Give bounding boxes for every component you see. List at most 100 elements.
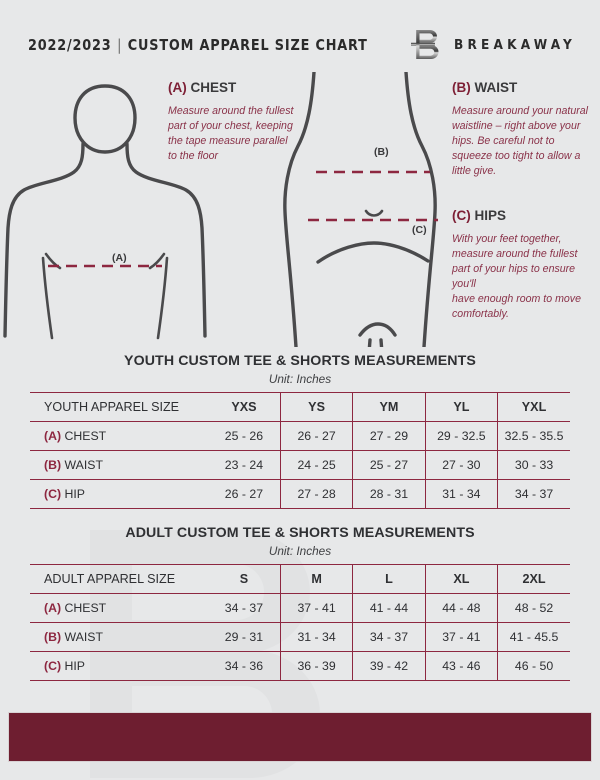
youth-row-2-val-2: 28 - 31 bbox=[352, 479, 426, 509]
header-title-group: 2022/2023 | CUSTOM APPAREL SIZE CHART bbox=[28, 36, 368, 54]
adult-row-0-name: CHEST bbox=[64, 601, 107, 615]
youth-row-1-val-0: 23 - 24 bbox=[208, 450, 281, 480]
adult-row-1-label: (B) WAIST bbox=[30, 622, 208, 652]
note-hips-title: (C) HIPS bbox=[452, 208, 594, 223]
note-chest-tag: (A) bbox=[168, 80, 187, 95]
adult-row-1-val-0: 29 - 31 bbox=[208, 622, 281, 652]
brand-name: BREAKAWAY bbox=[453, 37, 576, 53]
note-hips-body: With your feet together, measure around … bbox=[452, 233, 581, 321]
adult-row-0-val-2: 41 - 44 bbox=[352, 593, 426, 623]
youth-table-unit: Unit: Inches bbox=[268, 372, 332, 386]
brand-lockup: BREAKAWAY bbox=[410, 28, 576, 62]
youth-row-1-val-2: 25 - 27 bbox=[352, 450, 426, 480]
measurement-illustrations: (A) (B) (C) (A) CHEST Measure around the… bbox=[0, 72, 600, 347]
adult-size-label: ADULT APPAREL SIZE bbox=[30, 564, 208, 594]
youth-row-0-name: CHEST bbox=[64, 429, 107, 443]
note-hips-tag: (C) bbox=[452, 208, 471, 223]
youth-row-2-name: HIP bbox=[64, 487, 86, 501]
youth-size-section: YOUTH CUSTOM TEE & SHORTS MEASUREMENTS U… bbox=[30, 353, 570, 509]
adult-table-title: ADULT CUSTOM TEE & SHORTS MEASUREMENTS bbox=[125, 525, 475, 541]
note-hips: (C) HIPS With your feet together, measur… bbox=[452, 208, 594, 322]
footer-bar bbox=[8, 712, 592, 762]
adult-table-unit: Unit: Inches bbox=[268, 544, 332, 558]
youth-row-2-tag: (C) bbox=[44, 487, 62, 501]
adult-row-0-val-3: 44 - 48 bbox=[425, 593, 499, 623]
youth-size-col-0: YXS bbox=[208, 392, 281, 422]
youth-table-title: YOUTH CUSTOM TEE & SHORTS MEASUREMENTS bbox=[124, 353, 476, 369]
table-row: (B) WAIST 23 - 24 24 - 25 25 - 27 27 - 3… bbox=[30, 450, 570, 480]
adult-row-2-label: (C) HIP bbox=[30, 651, 208, 681]
note-waist-title: (B) WAIST bbox=[452, 80, 592, 95]
breakaway-b-logo-icon bbox=[410, 30, 439, 59]
adult-size-col-2: L bbox=[352, 564, 426, 594]
youth-row-1-val-1: 24 - 25 bbox=[280, 450, 354, 480]
note-hips-name: HIPS bbox=[474, 208, 507, 223]
youth-row-0-label: (A) CHEST bbox=[30, 421, 208, 451]
youth-row-1-label: (B) WAIST bbox=[30, 450, 208, 480]
youth-row-1-val-3: 27 - 30 bbox=[425, 450, 499, 480]
adult-row-2-val-4: 46 - 50 bbox=[497, 651, 570, 681]
page-header: 2022/2023 | CUSTOM APPAREL SIZE CHART BREA… bbox=[0, 28, 600, 62]
adult-row-1-val-1: 31 - 34 bbox=[280, 622, 354, 652]
adult-size-col-3: XL bbox=[425, 564, 499, 594]
adult-row-1-val-3: 37 - 41 bbox=[425, 622, 499, 652]
youth-row-0-val-3: 29 - 32.5 bbox=[425, 421, 499, 451]
adult-size-table: ADULT APPAREL SIZE S M L XL 2XL (A) CHES… bbox=[30, 564, 570, 681]
header-year: 2022/2023 bbox=[28, 36, 112, 54]
youth-row-1-val-4: 30 - 33 bbox=[497, 450, 570, 480]
waist-line-label: (B) bbox=[374, 146, 389, 158]
adult-header-row: ADULT APPAREL SIZE S M L XL 2XL bbox=[30, 564, 570, 594]
lower-body-figure bbox=[283, 72, 437, 347]
youth-size-col-2: YM bbox=[352, 392, 426, 422]
table-row: (C) HIP 26 - 27 27 - 28 28 - 31 31 - 34 … bbox=[30, 479, 570, 509]
adult-size-col-0: S bbox=[208, 564, 281, 594]
adult-row-2-val-2: 39 - 42 bbox=[352, 651, 426, 681]
youth-row-0-val-0: 25 - 26 bbox=[208, 421, 281, 451]
youth-row-0-tag: (A) bbox=[44, 429, 62, 443]
navel-mark bbox=[364, 209, 384, 217]
table-row: (A) CHEST 34 - 37 37 - 41 41 - 44 44 - 4… bbox=[30, 593, 570, 623]
adult-row-1-val-4: 41 - 45.5 bbox=[497, 622, 570, 652]
adult-row-2-tag: (C) bbox=[44, 659, 62, 673]
adult-row-1-name: WAIST bbox=[64, 630, 103, 644]
adult-row-0-val-1: 37 - 41 bbox=[280, 593, 354, 623]
body-figures-svg bbox=[3, 72, 438, 347]
note-waist-tag: (B) bbox=[452, 80, 471, 95]
youth-row-0-val-1: 26 - 27 bbox=[280, 421, 354, 451]
youth-size-col-3: YL bbox=[425, 392, 499, 422]
note-chest: (A) CHEST Measure around the fullest par… bbox=[168, 80, 296, 164]
page-title: CUSTOM APPAREL SIZE CHART bbox=[127, 36, 368, 54]
hip-line-label: (C) bbox=[412, 224, 427, 236]
note-waist-name: WAIST bbox=[474, 80, 518, 95]
youth-row-0-val-4: 32.5 - 35.5 bbox=[497, 421, 570, 451]
torso-figure bbox=[3, 84, 207, 338]
table-row: (B) WAIST 29 - 31 31 - 34 34 - 37 37 - 4… bbox=[30, 622, 570, 652]
youth-row-1-tag: (B) bbox=[44, 458, 62, 472]
youth-size-label: YOUTH APPAREL SIZE bbox=[30, 392, 208, 422]
adult-row-0-label: (A) CHEST bbox=[30, 593, 208, 623]
adult-row-1-tag: (B) bbox=[44, 630, 62, 644]
adult-row-0-val-0: 34 - 37 bbox=[208, 593, 281, 623]
youth-row-0-val-2: 27 - 29 bbox=[352, 421, 426, 451]
note-waist: (B) WAIST Measure around your natural wa… bbox=[452, 80, 592, 179]
youth-header-row: YOUTH APPAREL SIZE YXS YS YM YL YXL bbox=[30, 392, 570, 422]
adult-row-2-name: HIP bbox=[64, 659, 86, 673]
youth-row-2-label: (C) HIP bbox=[30, 479, 208, 509]
adult-size-section: ADULT CUSTOM TEE & SHORTS MEASUREMENTS U… bbox=[30, 525, 570, 681]
adult-row-2-val-3: 43 - 46 bbox=[425, 651, 499, 681]
adult-row-0-val-4: 48 - 52 bbox=[497, 593, 570, 623]
chest-line-label: (A) bbox=[112, 252, 127, 264]
adult-row-0-tag: (A) bbox=[44, 601, 62, 615]
note-chest-body: Measure around the fullest part of your … bbox=[168, 105, 294, 163]
adult-row-2-val-0: 34 - 36 bbox=[208, 651, 281, 681]
adult-row-2-val-1: 36 - 39 bbox=[280, 651, 354, 681]
table-row: (A) CHEST 25 - 26 26 - 27 27 - 29 29 - 3… bbox=[30, 421, 570, 451]
youth-row-2-val-4: 34 - 37 bbox=[497, 479, 570, 509]
adult-row-1-val-2: 34 - 37 bbox=[352, 622, 426, 652]
youth-size-col-4: YXL bbox=[497, 392, 570, 422]
youth-row-2-val-1: 27 - 28 bbox=[280, 479, 354, 509]
table-row: (C) HIP 34 - 36 36 - 39 39 - 42 43 - 46 … bbox=[30, 651, 570, 681]
note-waist-body: Measure around your natural waistline – … bbox=[452, 105, 589, 178]
adult-size-col-4: 2XL bbox=[497, 564, 570, 594]
adult-size-col-1: M bbox=[280, 564, 354, 594]
